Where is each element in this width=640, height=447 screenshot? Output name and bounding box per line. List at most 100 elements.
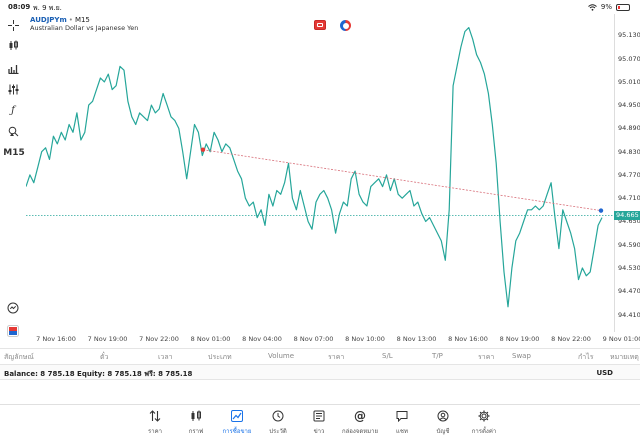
news-icon xyxy=(312,409,326,423)
trend-line-end-handle[interactable] xyxy=(598,208,604,213)
trade-toggle-icon[interactable] xyxy=(5,323,21,339)
time-tick-label: 8 Nov 19:00 xyxy=(499,335,540,343)
tab-settings[interactable]: การตั้งค่า xyxy=(464,409,504,436)
sliders-icon[interactable] xyxy=(5,81,21,97)
trade-table-header: สัญลักษณ์ ตั๋ว เวลา ประเภท Volume ราคา S/L T/P ร… xyxy=(0,348,640,362)
arrows-updown-icon xyxy=(148,409,162,423)
table-header-cell[interactable]: กำไร xyxy=(578,353,594,361)
tab-label: ข่าว xyxy=(313,428,325,435)
history-icon xyxy=(271,409,285,423)
current-price-tag: 94.665 xyxy=(614,211,640,221)
tab-label: การตั้งค่า xyxy=(471,428,497,435)
table-header-cell[interactable]: ประเภท xyxy=(208,353,232,361)
time-tick-label: 7 Nov 22:00 xyxy=(139,335,179,343)
tab-label: ราคา xyxy=(148,428,162,435)
tab-news[interactable]: ข่าว xyxy=(299,409,339,436)
chart-type-icon[interactable] xyxy=(5,37,21,53)
tab-charts[interactable]: กราฟ xyxy=(176,409,216,436)
wifi-icon xyxy=(588,3,597,11)
symbol-description: Australian Dollar vs Japanese Yen xyxy=(30,24,139,32)
price-tick-label: 94.650 xyxy=(618,217,640,226)
table-header-cell[interactable]: ราคา xyxy=(478,353,495,361)
time-tick-label: 8 Nov 04:00 xyxy=(242,335,282,343)
table-header-cell[interactable]: T/P xyxy=(432,352,443,360)
price-tick-label: 94.950 xyxy=(618,101,640,110)
price-tick-label: 94.890 xyxy=(618,124,640,133)
status-time: 08:09 xyxy=(8,3,31,11)
price-tick-label: 94.830 xyxy=(618,147,640,156)
account-currency: USD xyxy=(596,369,613,377)
trend-line-start-handle[interactable] xyxy=(200,147,206,152)
table-header-cell[interactable]: Volume xyxy=(268,352,295,360)
table-header-cell[interactable]: เวลา xyxy=(158,353,173,361)
time-tick-label: 8 Nov 07:00 xyxy=(293,335,334,343)
price-axis: 95.130 95.070 95.010 94.950 94.890 94.830 94.7… xyxy=(614,14,640,332)
time-tick-label: 8 Nov 22:00 xyxy=(551,335,591,343)
battery-icon xyxy=(616,3,630,11)
status-bar: 08:09 พ. 9 พ.ย. 9% xyxy=(0,0,640,14)
price-tick-label: 94.710 xyxy=(618,194,640,203)
time-tick-label: 8 Nov 16:00 xyxy=(448,335,488,343)
price-tick-label: 95.130 xyxy=(618,31,640,40)
price-tick-label: 94.770 xyxy=(618,170,640,179)
depth-of-market-icon[interactable] xyxy=(340,20,351,31)
candles-icon xyxy=(189,409,203,423)
tab-label: แชท xyxy=(396,428,408,435)
time-tick-label: 7 Nov 19:00 xyxy=(87,335,128,343)
symbol-timeframe: M15 xyxy=(74,16,90,24)
tab-mailbox[interactable]: @ กล่องจดหมาย xyxy=(340,409,380,436)
zoom-icon[interactable] xyxy=(5,300,21,316)
time-tick-label: 8 Nov 10:00 xyxy=(345,335,385,343)
status-date: พ. 9 พ.ย. xyxy=(33,4,62,12)
price-chart[interactable]: AUDJPYm • M15 Australian Dollar vs Japanes… xyxy=(26,14,614,332)
table-header-cell[interactable]: หมายเหตุ xyxy=(610,353,639,361)
price-tick-label: 94.590 xyxy=(618,240,640,249)
crosshair-icon[interactable] xyxy=(5,17,21,33)
account-icon xyxy=(436,409,450,423)
price-tick-label: 94.470 xyxy=(618,287,640,296)
time-tick-label: 7 Nov 16:00 xyxy=(36,335,76,343)
table-header-cell[interactable]: ราคา xyxy=(328,353,345,361)
timeframe-label[interactable]: M15 xyxy=(3,148,25,158)
function-icon[interactable]: ƒ xyxy=(11,104,15,116)
tab-quotes[interactable]: ราคา xyxy=(135,409,175,436)
balance-bar: Balance: 8 785.18 Equity: 8 785.18 ฟรี: … xyxy=(0,364,640,380)
table-header-cell[interactable]: Swap xyxy=(512,352,531,360)
time-tick-label: 9 Nov 01:00 xyxy=(602,335,640,343)
balance-text: Balance: 8 785.18 Equity: 8 785.18 ฟรี: … xyxy=(4,370,193,378)
indicators-icon[interactable] xyxy=(5,60,21,76)
price-tick-label: 95.010 xyxy=(618,77,640,86)
price-tick-label: 94.530 xyxy=(618,264,640,272)
trade-chart-icon xyxy=(230,409,244,423)
tab-label: กล่องจดหมาย xyxy=(341,428,379,435)
tab-label: การซื้อขาย xyxy=(222,428,252,435)
price-tick-label: 95.070 xyxy=(618,54,640,63)
price-chart-svg[interactable] xyxy=(26,14,614,332)
tab-label: บัญชี xyxy=(436,428,450,435)
bottom-tab-bar: ราคา กราฟ การซื้อขาย ประวัติ ข่าว @ กล่อ… xyxy=(0,404,640,447)
settings-icon xyxy=(477,409,491,423)
tab-trade[interactable]: การซื้อขาย xyxy=(217,409,257,436)
table-header-cell[interactable]: สัญลักษณ์ xyxy=(4,353,34,361)
one-click-trade-icon[interactable] xyxy=(314,20,326,30)
price-tick-label: 94.410 xyxy=(618,310,640,319)
battery-percent: 9% xyxy=(600,3,612,11)
objects-icon[interactable] xyxy=(5,123,21,139)
mailbox-icon: @ xyxy=(354,409,366,423)
table-header-cell[interactable]: S/L xyxy=(382,352,393,360)
price-series-line xyxy=(26,27,603,308)
chat-icon xyxy=(395,409,409,423)
symbol-code: AUDJPYm xyxy=(30,16,67,24)
tab-account[interactable]: บัญชี xyxy=(423,409,463,436)
tab-chat[interactable]: แชท xyxy=(382,409,422,436)
tab-label: ประวัติ xyxy=(269,428,287,435)
tab-history[interactable]: ประวัติ xyxy=(258,409,298,436)
time-tick-label: 8 Nov 01:00 xyxy=(190,335,231,343)
symbol-header: AUDJPYm • M15 xyxy=(30,16,90,24)
table-header-cell[interactable]: ตั๋ว xyxy=(100,353,109,361)
trend-line[interactable] xyxy=(202,149,602,212)
time-tick-label: 8 Nov 13:00 xyxy=(396,335,437,343)
tab-label: กราฟ xyxy=(188,428,204,435)
left-toolbar: ƒ M15 xyxy=(0,14,26,344)
time-axis: 7 Nov 16:00 7 Nov 19:00 7 Nov 22:00 8 Nov 0… xyxy=(26,332,640,346)
